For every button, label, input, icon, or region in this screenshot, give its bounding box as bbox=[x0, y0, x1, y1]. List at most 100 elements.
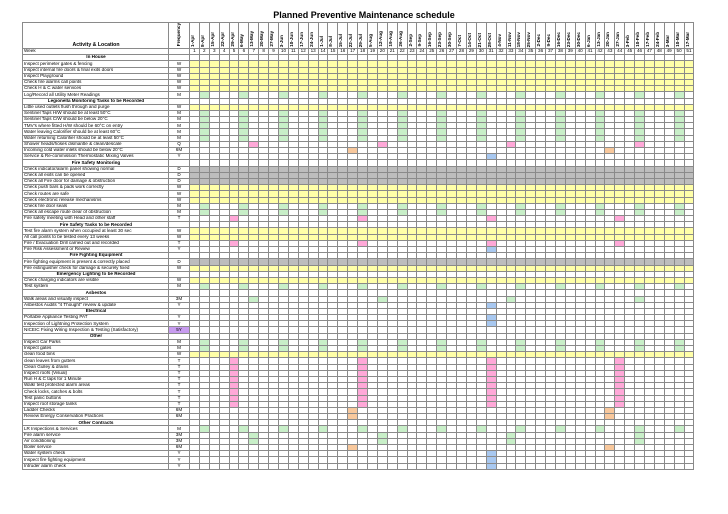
week-date-header: 22-Apr bbox=[218, 22, 230, 49]
schedule-cell bbox=[317, 462, 329, 470]
task-row: Sentinel Taps H/W should be at least 50°… bbox=[22, 109, 695, 118]
week-date-header: 10-Jun bbox=[287, 22, 299, 49]
week-date-header: 1-Jul bbox=[317, 22, 329, 49]
section-row: Other Contracts bbox=[22, 419, 695, 427]
week-date-header: 15-Apr bbox=[208, 22, 220, 49]
week-date-label: 23-Sep bbox=[437, 31, 443, 47]
week-date-label: 25-Nov bbox=[526, 31, 532, 47]
header-row: Activity & Location Frequency 1-Apr 8-Apr 15… bbox=[22, 22, 695, 49]
section-row: Fire Safety Tasks to be Recorded bbox=[22, 221, 695, 229]
week-date-header: 4-Nov bbox=[495, 22, 507, 49]
schedule-cell bbox=[189, 462, 200, 470]
week-date-label: 8-Jul bbox=[328, 36, 334, 47]
week-date-header: 17-Jun bbox=[297, 22, 309, 49]
schedule-cell bbox=[663, 462, 675, 470]
week-date-label: 14-Oct bbox=[466, 32, 472, 47]
week-date-header: 17-Mar bbox=[683, 22, 695, 49]
week-date-label: 20-Jan bbox=[605, 32, 611, 47]
task-row: Fire fighting equipment is present & cor… bbox=[22, 258, 695, 266]
section-row: Asbestos bbox=[22, 289, 695, 297]
task-row: Check routes are safe W bbox=[22, 190, 695, 198]
week-date-label: 18-Nov bbox=[516, 31, 522, 47]
week-date-header: 7-Oct bbox=[456, 22, 467, 49]
task-row: Check H & C water services W bbox=[22, 85, 695, 93]
section-row: Electrical bbox=[22, 307, 695, 316]
week-date-header: 2-Sep bbox=[406, 22, 418, 49]
week-date-header: 2-Dec bbox=[535, 22, 547, 49]
task-row: Intruder alarm check Y bbox=[22, 462, 695, 470]
schedule-cell bbox=[367, 462, 378, 470]
week-date-label: 22-Jul bbox=[348, 33, 354, 47]
week-date-label: 15-Apr bbox=[209, 32, 215, 47]
week-date-label: 17-Feb bbox=[644, 32, 650, 47]
schedule-cell bbox=[446, 462, 458, 470]
task-row: LR Inspections & Services M bbox=[22, 425, 695, 433]
week-date-label: 3-Jun bbox=[279, 34, 285, 47]
task-row: Inspect Playground W bbox=[22, 72, 695, 80]
section-row: Other bbox=[22, 332, 695, 340]
schedule-cell bbox=[465, 462, 477, 470]
task-row: Incoming cold water inlets should be bel… bbox=[22, 146, 695, 155]
week-date-header: 5-Aug bbox=[367, 22, 378, 49]
activity-column-header: Activity & Location bbox=[22, 22, 169, 49]
task-row: Log/Record all Utility Meter Readings M bbox=[22, 91, 695, 99]
schedule-cell bbox=[485, 462, 497, 470]
week-date-label: 10-Mar bbox=[674, 32, 680, 47]
week-date-header: 3-Feb bbox=[624, 22, 636, 49]
task-row: Inspect internal fire doors & final exit… bbox=[22, 66, 695, 74]
schedule-cell bbox=[287, 462, 299, 470]
week-date-label: 26-Aug bbox=[397, 31, 403, 47]
task-row: Check indicator/alarm panel showing norm… bbox=[22, 165, 695, 173]
schedule-cell bbox=[525, 462, 537, 470]
week-date-label: 22-Apr bbox=[219, 32, 225, 47]
schedule-cell bbox=[386, 462, 398, 470]
schedule-cell bbox=[475, 462, 487, 470]
schedule-cell bbox=[545, 462, 556, 470]
week-date-header: 27-May bbox=[268, 22, 280, 49]
sheet-title: Planned Preventive Maintenance schedule bbox=[273, 10, 455, 20]
week-date-label: 10-Feb bbox=[635, 32, 641, 47]
week-date-label: 10-Jun bbox=[288, 32, 294, 47]
schedule-cell bbox=[564, 462, 576, 470]
week-date-header: 30-Dec bbox=[574, 22, 586, 49]
week-date-header: 9-Sep bbox=[416, 22, 428, 49]
task-row: Check charging indicators are visible W bbox=[22, 276, 695, 285]
task-row: Inspect perimeter gates & fencing W bbox=[22, 60, 695, 68]
schedule-cell bbox=[614, 462, 626, 470]
week-date-label: 2-Dec bbox=[536, 34, 542, 47]
week-date-header: 3-Mar bbox=[663, 22, 675, 49]
schedule-cell bbox=[278, 462, 289, 470]
week-date-label: 17-Mar bbox=[684, 32, 690, 47]
task-row: Fire Risk Assessment or Review Y bbox=[22, 245, 695, 254]
week-date-label: 15-Jul bbox=[338, 33, 344, 47]
schedule-cell bbox=[218, 462, 230, 470]
week-date-label: 27-Jan bbox=[615, 32, 621, 47]
week-date-label: 6-Jan bbox=[585, 34, 591, 47]
week-date-header: 13-Jan bbox=[594, 22, 606, 49]
week-date-header: 16-Sep bbox=[426, 22, 438, 49]
schedule-cell bbox=[436, 462, 448, 470]
task-row: Service & Re-commission Thermostatic Mix… bbox=[22, 153, 695, 161]
frequency-column-header: Frequency bbox=[168, 22, 190, 49]
week-date-header: 16-Dec bbox=[554, 22, 566, 49]
week-date-label: 2-Sep bbox=[407, 34, 413, 47]
schedule-cell bbox=[416, 462, 428, 470]
task-row: clean food bins W bbox=[22, 351, 695, 359]
schedule-cell bbox=[376, 462, 388, 470]
week-date-header: 14-Oct bbox=[465, 22, 477, 49]
week-date-label: 3-Mar bbox=[664, 34, 670, 47]
week-date-label: 24-Feb bbox=[654, 32, 660, 47]
week-date-label: 5-Aug bbox=[368, 33, 374, 47]
week-date-label: 13-Jan bbox=[595, 32, 601, 47]
week-date-label: 1-Apr bbox=[190, 35, 195, 47]
task-label: Intruder alarm check bbox=[22, 462, 169, 470]
week-date-label: 11-Nov bbox=[506, 31, 512, 47]
week-date-label: 20-May bbox=[259, 31, 265, 47]
section-row: Legionella Monitoring Tasks to be Record… bbox=[22, 97, 695, 105]
week-date-label: 29-Apr bbox=[229, 32, 235, 47]
week-date-header: 9-Dec bbox=[545, 22, 556, 49]
schedule-cell bbox=[515, 462, 527, 470]
task-row: Check all exits can be opened D bbox=[22, 171, 695, 179]
week-date-header: 29-Apr bbox=[228, 22, 240, 49]
week-date-header: 6-May bbox=[238, 22, 250, 49]
